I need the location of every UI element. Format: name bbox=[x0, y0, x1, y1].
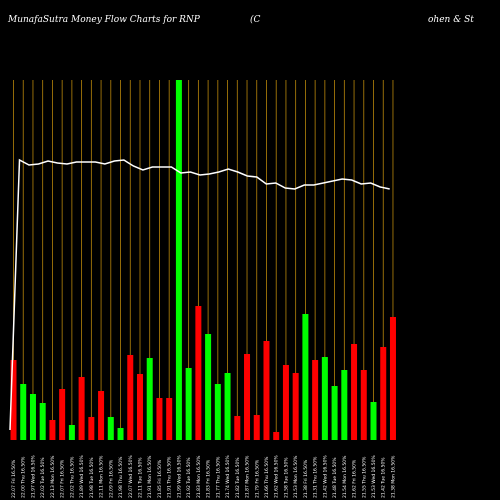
money-flow-bar bbox=[88, 417, 95, 440]
x-tick-label: 21.53 Mon 16.50% bbox=[293, 455, 299, 498]
x-tick-label: 22.07 Fri 16.50% bbox=[60, 459, 66, 498]
money-flow-bar bbox=[146, 358, 153, 440]
money-flow-bar bbox=[156, 398, 163, 440]
x-tick-label: 21.48 Tue 16.50% bbox=[332, 457, 338, 498]
money-flow-bar bbox=[117, 428, 124, 440]
x-tick-label: 22.11 Tue 16.50% bbox=[137, 457, 143, 498]
x-tick-label: 21.83 Fri 16.50% bbox=[206, 459, 212, 498]
money-flow-bar bbox=[39, 403, 46, 440]
money-flow-bar bbox=[341, 370, 348, 440]
money-flow-bar bbox=[136, 374, 143, 440]
x-tick-label: 21.87 Mon 16.50% bbox=[245, 455, 251, 498]
x-tick-label: 21.98 Tue 16.50% bbox=[89, 457, 95, 498]
x-tick-label: 21.91 Mon 16.50% bbox=[147, 455, 153, 498]
money-flow-bar bbox=[29, 394, 36, 440]
x-tick-label: 21.74 Wed 16.50% bbox=[225, 455, 231, 498]
chart-title: MunafaSutra Money Flow Charts for RNP bbox=[7, 15, 201, 25]
price-line bbox=[9, 158, 390, 431]
x-tick-label: 21.38 Mon 16.50% bbox=[390, 455, 396, 498]
company-name-part1: (C bbox=[250, 14, 261, 25]
money-flow-bar bbox=[321, 357, 328, 440]
x-tick-label: 21.42 Tue 16.50% bbox=[381, 457, 387, 498]
x-tick-label: 22.02 Thu 16.50% bbox=[69, 456, 75, 498]
x-tick-label: 21.54 Mon 16.50% bbox=[342, 455, 348, 498]
money-flow-bar bbox=[107, 417, 114, 440]
money-flow-bar bbox=[263, 341, 270, 440]
money-flow-bar bbox=[166, 398, 173, 440]
x-tick-label: 21.62 Wed 16.50% bbox=[274, 455, 280, 498]
x-tick-label: 21.83 Mon 16.50% bbox=[196, 455, 202, 498]
money-flow-bar bbox=[370, 402, 377, 440]
company-name-part2: ohen & St bbox=[428, 15, 474, 25]
x-tick-label: 22.11 Mon 16.50% bbox=[99, 455, 105, 498]
x-tick-labels: 22.07 Fri 16.50% 22.00 Thu 16.50% 21.97 We… bbox=[11, 455, 396, 498]
x-tick-label: 21.82 Tue 16.50% bbox=[235, 457, 241, 498]
x-tick-label: 21.99 Wed 16.50% bbox=[176, 455, 182, 498]
x-tick-label: 21.66 Thu 16.50% bbox=[264, 456, 270, 498]
x-tick-label: 21.55 Thu 16.50% bbox=[361, 456, 367, 498]
x-tick-label: 21.79 Fri 16.50% bbox=[254, 459, 260, 498]
money-flow-bar bbox=[49, 420, 56, 440]
money-flow-bar bbox=[282, 365, 289, 440]
x-tick-label: 21.92 Tue 16.50% bbox=[186, 457, 192, 498]
x-tick-label: 22.09 Fri 16.50% bbox=[108, 459, 114, 498]
money-flow-bar bbox=[20, 384, 27, 440]
x-tick-label: 21.58 Tue 16.50% bbox=[283, 457, 289, 498]
x-tick-label: 21.91 Thu 16.50% bbox=[167, 456, 173, 498]
money-flow-bar bbox=[68, 425, 75, 440]
money-flow-bar bbox=[351, 344, 358, 440]
money-flow-bar bbox=[10, 360, 17, 440]
money-flow-bar bbox=[195, 306, 202, 440]
x-tick-label: 22.02 Tue 16.50% bbox=[40, 457, 46, 498]
money-flow-bar bbox=[98, 391, 105, 440]
x-tick-label: 21.77 Thu 16.50% bbox=[215, 456, 221, 498]
money-flow-bar bbox=[224, 373, 231, 440]
x-tick-label: 22.13 Mon 16.50% bbox=[50, 455, 56, 498]
money-flow-bar bbox=[331, 386, 338, 440]
money-flow-bar bbox=[234, 416, 241, 440]
x-tick-label: 21.42 Wed 16.50% bbox=[322, 455, 328, 498]
money-flow-bar bbox=[78, 377, 85, 440]
money-flow-bar bbox=[302, 314, 309, 440]
money-flow-bar bbox=[273, 432, 280, 440]
x-tick-label: 21.62 Fri 16.50% bbox=[352, 459, 358, 498]
money-flow-bar bbox=[389, 317, 396, 440]
x-tick-label: 21.98 Thu 16.50% bbox=[118, 456, 124, 498]
money-flow-bar bbox=[175, 80, 182, 440]
money-flow-bar bbox=[253, 415, 260, 440]
x-tick-label: 21.38 Fri 16.50% bbox=[303, 459, 309, 498]
x-tick-label: 21.97 Wed 16.50% bbox=[30, 455, 36, 498]
money-flow-bars bbox=[10, 80, 396, 440]
money-flow-bar bbox=[312, 360, 319, 440]
x-tick-label: 22.07 Wed 16.50% bbox=[128, 455, 134, 498]
x-tick-label: 22.07 Fri 16.50% bbox=[11, 459, 17, 498]
money-flow-bar bbox=[380, 347, 387, 440]
money-flow-bar bbox=[127, 355, 134, 440]
x-tick-label: 21.85 Fri 16.50% bbox=[157, 459, 163, 498]
money-flow-bar bbox=[244, 354, 251, 440]
money-flow-bar bbox=[360, 370, 367, 440]
money-flow-bar bbox=[59, 389, 66, 440]
x-tick-label: 21.89 Wed 16.50% bbox=[79, 455, 85, 498]
x-tick-label: 21.31 Thu 16.50% bbox=[313, 456, 319, 498]
x-tick-label: 21.53 Wed 16.50% bbox=[371, 455, 377, 498]
x-tick-label: 22.00 Thu 16.50% bbox=[21, 456, 27, 498]
money-flow-bar bbox=[205, 334, 212, 440]
money-flow-bar bbox=[292, 373, 299, 440]
money-flow-bar bbox=[214, 384, 221, 440]
money-flow-bar bbox=[185, 368, 192, 440]
